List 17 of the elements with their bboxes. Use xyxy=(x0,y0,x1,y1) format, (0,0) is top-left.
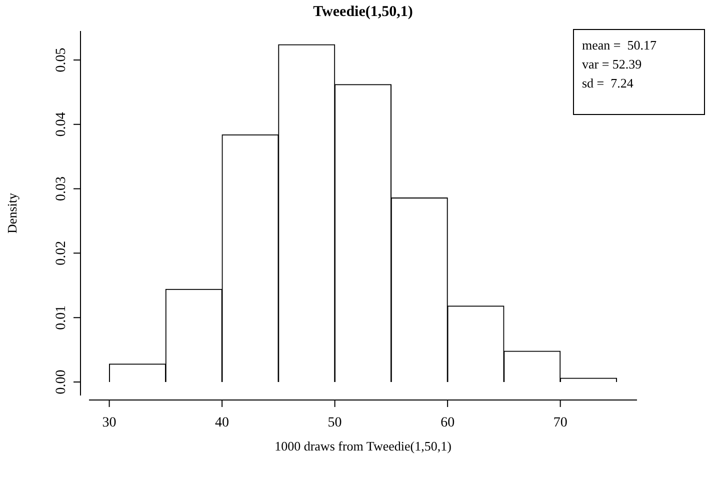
x-axis-title: 1000 draws from Tweedie(1,50,1) xyxy=(274,438,452,454)
y-tick-label: 0.05 xyxy=(54,48,70,72)
x-tick-label: 50 xyxy=(328,416,342,431)
annotation: sd = 7.24 xyxy=(582,75,634,90)
x-tick-label: 60 xyxy=(440,416,455,431)
x-tick-label: 70 xyxy=(553,416,568,431)
chart-title: Tweedie(1,50,1) xyxy=(313,4,413,20)
y-tick-label: 0.01 xyxy=(54,305,70,330)
x-tick-label: 40 xyxy=(215,416,230,431)
y-axis-title: Density xyxy=(4,192,20,234)
y-tick-label: 0.03 xyxy=(54,176,70,202)
x-tick-label: 30 xyxy=(102,416,116,431)
y-tick-label: 0.02 xyxy=(54,240,70,266)
annotation: var = 52.39 xyxy=(582,56,642,72)
y-tick-label: 0.04 xyxy=(54,112,70,137)
annotation: mean = 50.17 xyxy=(582,37,657,52)
y-tick-label: 0.00 xyxy=(54,370,70,394)
